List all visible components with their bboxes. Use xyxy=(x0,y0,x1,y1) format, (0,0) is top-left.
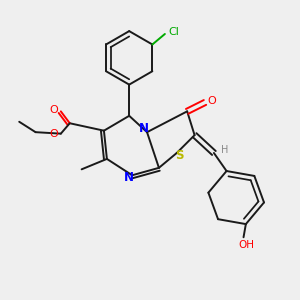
Text: N: N xyxy=(139,122,148,135)
Text: S: S xyxy=(176,149,184,162)
Text: N: N xyxy=(124,171,134,184)
Text: O: O xyxy=(207,96,216,106)
Text: Cl: Cl xyxy=(168,28,179,38)
Text: H: H xyxy=(220,145,228,155)
Text: O: O xyxy=(49,129,58,139)
Text: O: O xyxy=(49,105,58,115)
Text: OH: OH xyxy=(238,240,254,250)
